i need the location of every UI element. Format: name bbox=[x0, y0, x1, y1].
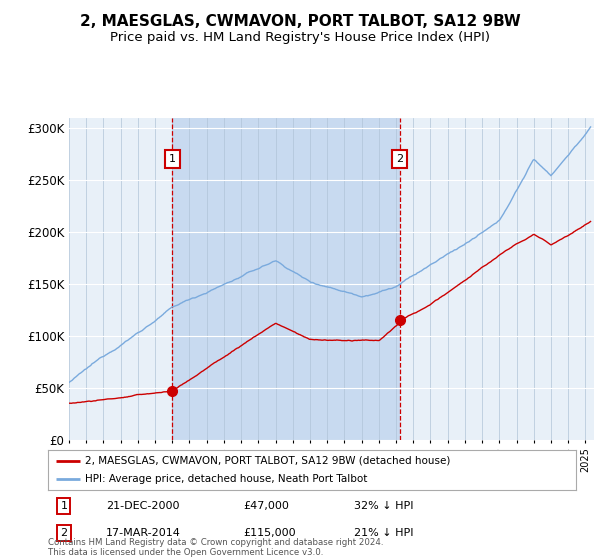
Text: 2, MAESGLAS, CWMAVON, PORT TALBOT, SA12 9BW (detached house): 2, MAESGLAS, CWMAVON, PORT TALBOT, SA12 … bbox=[85, 456, 451, 465]
Text: HPI: Average price, detached house, Neath Port Talbot: HPI: Average price, detached house, Neat… bbox=[85, 474, 367, 484]
Text: 2, MAESGLAS, CWMAVON, PORT TALBOT, SA12 9BW: 2, MAESGLAS, CWMAVON, PORT TALBOT, SA12 … bbox=[80, 14, 520, 29]
Text: 2: 2 bbox=[60, 528, 67, 538]
Text: Price paid vs. HM Land Registry's House Price Index (HPI): Price paid vs. HM Land Registry's House … bbox=[110, 31, 490, 44]
Text: 21-DEC-2000: 21-DEC-2000 bbox=[106, 501, 179, 511]
Text: 1: 1 bbox=[169, 154, 176, 164]
Text: Contains HM Land Registry data © Crown copyright and database right 2024.
This d: Contains HM Land Registry data © Crown c… bbox=[48, 538, 383, 557]
Text: 32% ↓ HPI: 32% ↓ HPI bbox=[354, 501, 414, 511]
Bar bbox=[172, 118, 400, 440]
Text: 17-MAR-2014: 17-MAR-2014 bbox=[106, 528, 181, 538]
Text: 1: 1 bbox=[61, 501, 67, 511]
Text: 2: 2 bbox=[396, 154, 403, 164]
Text: £47,000: £47,000 bbox=[244, 501, 289, 511]
Text: 21% ↓ HPI: 21% ↓ HPI bbox=[354, 528, 414, 538]
Text: £115,000: £115,000 bbox=[244, 528, 296, 538]
